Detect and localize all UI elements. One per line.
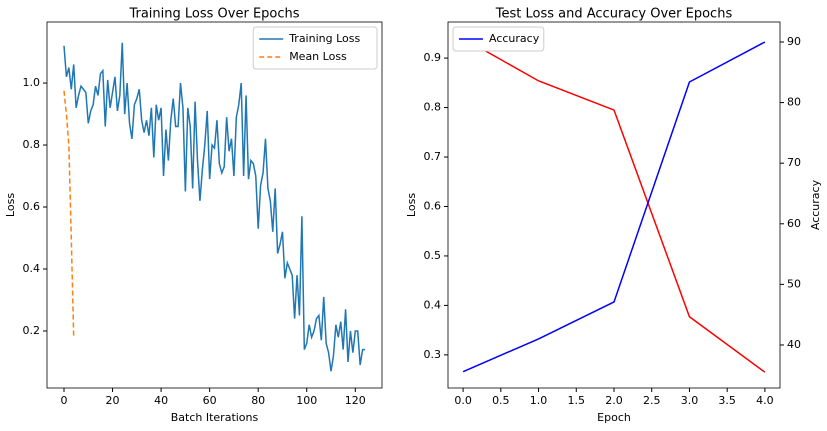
y2-tick-label: 50 [787, 277, 801, 290]
series-line [462, 37, 766, 373]
y2-tick-label: 40 [787, 338, 801, 351]
plot-frame [447, 21, 781, 389]
series-line [462, 41, 766, 373]
y-tick-label: 0.2 [23, 324, 41, 337]
y-tick-label: 0.8 [424, 101, 442, 114]
x-tick-label: 2.0 [605, 394, 623, 407]
series-line [63, 90, 75, 338]
x-tick-label: 3.5 [718, 394, 736, 407]
y2-axis-label: Accuracy [809, 179, 822, 230]
x-axis-label: Epoch [597, 411, 631, 424]
y-tick-label: 0.4 [424, 298, 442, 311]
chart-title: Training Loss Over Epochs [128, 7, 299, 22]
x-tick-label: 100 [296, 394, 317, 407]
x-tick-label: 120 [345, 394, 366, 407]
x-tick-label: 1.5 [568, 394, 586, 407]
x-tick-label: 3.0 [681, 394, 699, 407]
y2-tick-label: 80 [787, 96, 801, 109]
x-tick-label: 2.5 [643, 394, 661, 407]
y-tick-label: 0.9 [424, 51, 442, 64]
y-tick-label: 0.6 [424, 199, 442, 212]
y-tick-label: 0.5 [424, 249, 442, 262]
y-tick-label: 0.3 [424, 348, 442, 361]
legend-box [252, 26, 378, 70]
y-axis-label: Loss [4, 193, 17, 217]
x-tick-label: 60 [203, 394, 217, 407]
legend-label: Training Loss [288, 32, 360, 45]
series-line [63, 42, 366, 372]
y-axis-label: Loss [405, 193, 418, 217]
x-tick-label: 1.0 [530, 394, 548, 407]
y-tick-label: 0.8 [23, 138, 41, 151]
x-tick-label: 4.0 [756, 394, 774, 407]
x-tick-label: 0 [60, 394, 67, 407]
y2-tick-label: 70 [787, 156, 801, 169]
plot-frame [46, 21, 383, 389]
legend-label: Accuracy [489, 32, 540, 45]
x-tick-label: 0.0 [454, 394, 472, 407]
y-tick-label: 0.6 [23, 200, 41, 213]
y2-tick-label: 90 [787, 35, 801, 48]
y-tick-label: 0.7 [424, 150, 442, 163]
y-tick-label: 0.4 [23, 262, 41, 275]
legend-label: Mean Loss [289, 50, 347, 63]
chart-title: Test Loss and Accuracy Over Epochs [495, 7, 733, 22]
x-tick-label: 40 [154, 394, 168, 407]
legend-box [452, 26, 545, 52]
x-axis-label: Batch Iterations [171, 411, 259, 424]
y2-tick-label: 60 [787, 217, 801, 230]
x-tick-label: 0.5 [492, 394, 510, 407]
x-tick-label: 20 [106, 394, 120, 407]
y-tick-label: 1.0 [23, 76, 41, 89]
x-tick-label: 80 [251, 394, 265, 407]
